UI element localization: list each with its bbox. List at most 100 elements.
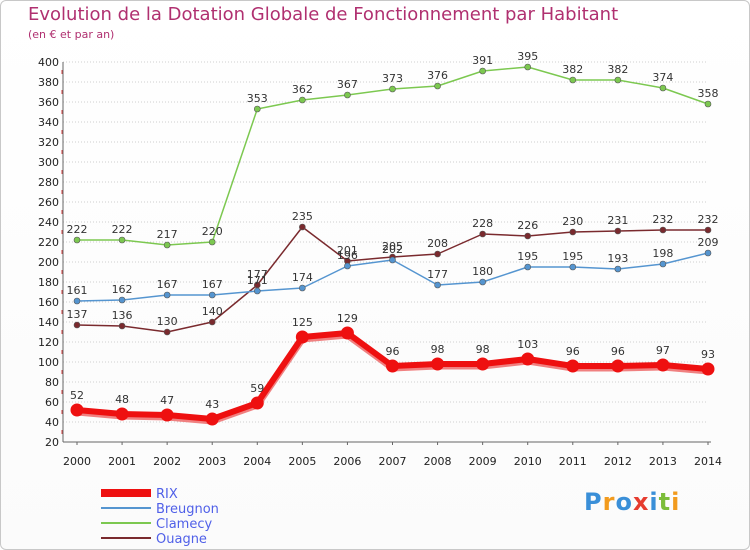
- data-label: 137: [67, 308, 88, 321]
- data-label: 358: [698, 87, 719, 100]
- logo-letter: r: [602, 488, 616, 516]
- data-label: 174: [292, 271, 313, 284]
- data-point: [614, 76, 622, 84]
- data-point: [253, 287, 261, 295]
- data-point: [70, 403, 84, 417]
- data-point: [250, 396, 264, 410]
- y-tick-label: 100: [38, 356, 59, 369]
- data-label: 202: [382, 243, 403, 256]
- data-label: 395: [517, 50, 538, 63]
- y-tick-label: 80: [45, 376, 59, 389]
- data-point: [704, 249, 712, 257]
- grid-lines: [63, 61, 708, 443]
- data-label: 220: [202, 225, 223, 238]
- data-label: 232: [652, 213, 673, 226]
- data-point: [614, 227, 622, 235]
- data-point: [434, 281, 441, 289]
- y-tick-label: 40: [45, 416, 59, 429]
- data-point: [479, 230, 486, 238]
- data-label: 136: [112, 309, 133, 322]
- data-point: [299, 96, 306, 104]
- data-point: [295, 330, 309, 344]
- y-tick-label: 400: [38, 56, 59, 69]
- proxiti-logo: Proxiti: [584, 488, 680, 516]
- data-point: [524, 263, 532, 271]
- data-point: [701, 362, 715, 376]
- y-tick-label: 380: [38, 76, 59, 89]
- y-tick-label: 20: [45, 436, 59, 449]
- data-label: 226: [517, 219, 538, 232]
- y-tick-label: 260: [38, 196, 59, 209]
- data-point: [704, 100, 712, 108]
- data-label: 228: [472, 217, 493, 230]
- data-label: 180: [472, 265, 493, 278]
- data-label: 96: [386, 345, 400, 358]
- y-tick-label: 360: [38, 96, 59, 109]
- data-label: 231: [607, 214, 628, 227]
- data-point: [163, 241, 171, 249]
- data-point: [659, 260, 667, 268]
- x-tick-label: 2006: [333, 455, 361, 468]
- x-tick-label: 2003: [198, 455, 226, 468]
- legend-label-rix: RIX: [156, 487, 178, 502]
- data-point: [299, 223, 306, 231]
- data-label: 125: [292, 316, 313, 329]
- data-point: [208, 318, 216, 326]
- data-label: 177: [247, 268, 268, 281]
- series-rix: [70, 326, 715, 426]
- data-point: [386, 359, 399, 373]
- data-point: [704, 226, 712, 234]
- data-label: 208: [427, 237, 448, 250]
- x-tick-label: 2005: [288, 455, 316, 468]
- y-tick-label: 220: [38, 236, 59, 249]
- data-label: 96: [566, 345, 580, 358]
- series-clamecy: [73, 63, 712, 249]
- data-point: [659, 84, 667, 92]
- data-label: 373: [382, 72, 403, 85]
- y-tick-label: 120: [38, 336, 59, 349]
- series-lines: [70, 63, 715, 426]
- data-point: [73, 297, 81, 305]
- data-point: [160, 408, 174, 422]
- data-label: 382: [607, 63, 628, 76]
- data-label: 140: [202, 305, 223, 318]
- logo-letter: i: [671, 488, 681, 516]
- y-tick-label: 340: [38, 116, 59, 129]
- data-label: 362: [292, 83, 313, 96]
- data-point: [389, 256, 396, 264]
- chart-subtitle: (en € et par an): [28, 28, 115, 41]
- data-point: [115, 407, 129, 421]
- data-label: 129: [337, 312, 358, 325]
- data-point: [524, 232, 532, 240]
- data-label: 167: [202, 278, 223, 291]
- data-label: 130: [157, 315, 178, 328]
- data-label: 103: [517, 338, 538, 351]
- data-label: 209: [698, 236, 719, 249]
- data-label: 93: [701, 348, 715, 361]
- data-point: [253, 105, 261, 113]
- data-label: 193: [607, 252, 628, 265]
- chart-title: Evolution de la Dotation Globale de Fonc…: [28, 4, 619, 25]
- data-label: 195: [562, 250, 583, 263]
- y-tick-label: 240: [38, 216, 59, 229]
- x-tick-label: 2004: [243, 455, 271, 468]
- data-label: 230: [562, 215, 583, 228]
- logo-letter: o: [615, 488, 633, 516]
- data-label: 391: [472, 54, 493, 67]
- y-tick-label: 280: [38, 176, 59, 189]
- data-label: 201: [337, 244, 358, 257]
- data-label: 374: [652, 71, 673, 84]
- series-breugnon: [73, 249, 712, 305]
- data-point: [569, 76, 577, 84]
- data-label: 177: [427, 268, 448, 281]
- data-point: [340, 326, 354, 340]
- data-point: [524, 63, 532, 71]
- data-point: [344, 262, 351, 270]
- axes: 20 40 60 80 100 120 140 160 180 200 220 240 260 280 30…: [38, 56, 722, 468]
- data-point: [299, 284, 306, 292]
- data-label: 235: [292, 210, 313, 223]
- x-tick-label: 2002: [153, 455, 181, 468]
- x-tick-label: 2000: [63, 455, 91, 468]
- x-tick-label: 2010: [514, 455, 542, 468]
